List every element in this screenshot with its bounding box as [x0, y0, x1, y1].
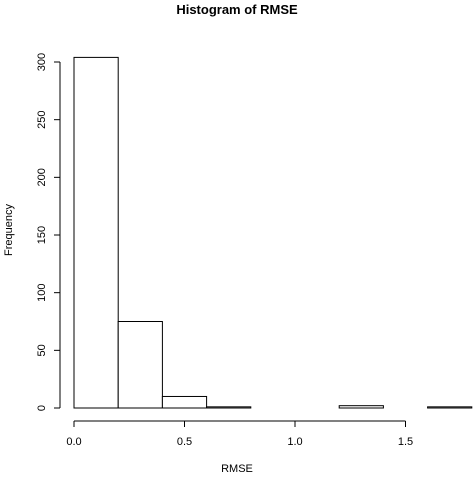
- histogram-bar: [338, 405, 384, 409]
- y-tick-label: 300: [36, 53, 48, 71]
- histogram-bar: [73, 56, 119, 409]
- y-tick-label: 100: [36, 283, 48, 301]
- histogram-bar: [427, 406, 473, 409]
- y-axis-label: Frequency: [3, 204, 15, 256]
- y-tick-label: 200: [36, 168, 48, 186]
- y-tick-label: 50: [36, 344, 48, 356]
- x-tick-label: 0.5: [177, 436, 192, 448]
- x-axis-label: RMSE: [221, 463, 253, 475]
- y-tick-label: 250: [36, 110, 48, 128]
- histogram-bars: [73, 56, 473, 409]
- histogram-bar: [206, 406, 252, 409]
- x-tick-label: 1.5: [398, 436, 413, 448]
- histogram-bar: [117, 321, 163, 409]
- y-tick-label: 150: [36, 226, 48, 244]
- chart-title: Histogram of RMSE: [176, 2, 298, 17]
- histogram-bar: [161, 395, 208, 409]
- y-tick-label: 0: [36, 405, 48, 411]
- x-tick-label: 0.0: [66, 436, 81, 448]
- y-axis: 0 50 100 150 200 250 300: [36, 53, 61, 411]
- x-axis: 0.0 0.5 1.0 1.5: [66, 420, 413, 448]
- x-tick-label: 1.0: [287, 436, 302, 448]
